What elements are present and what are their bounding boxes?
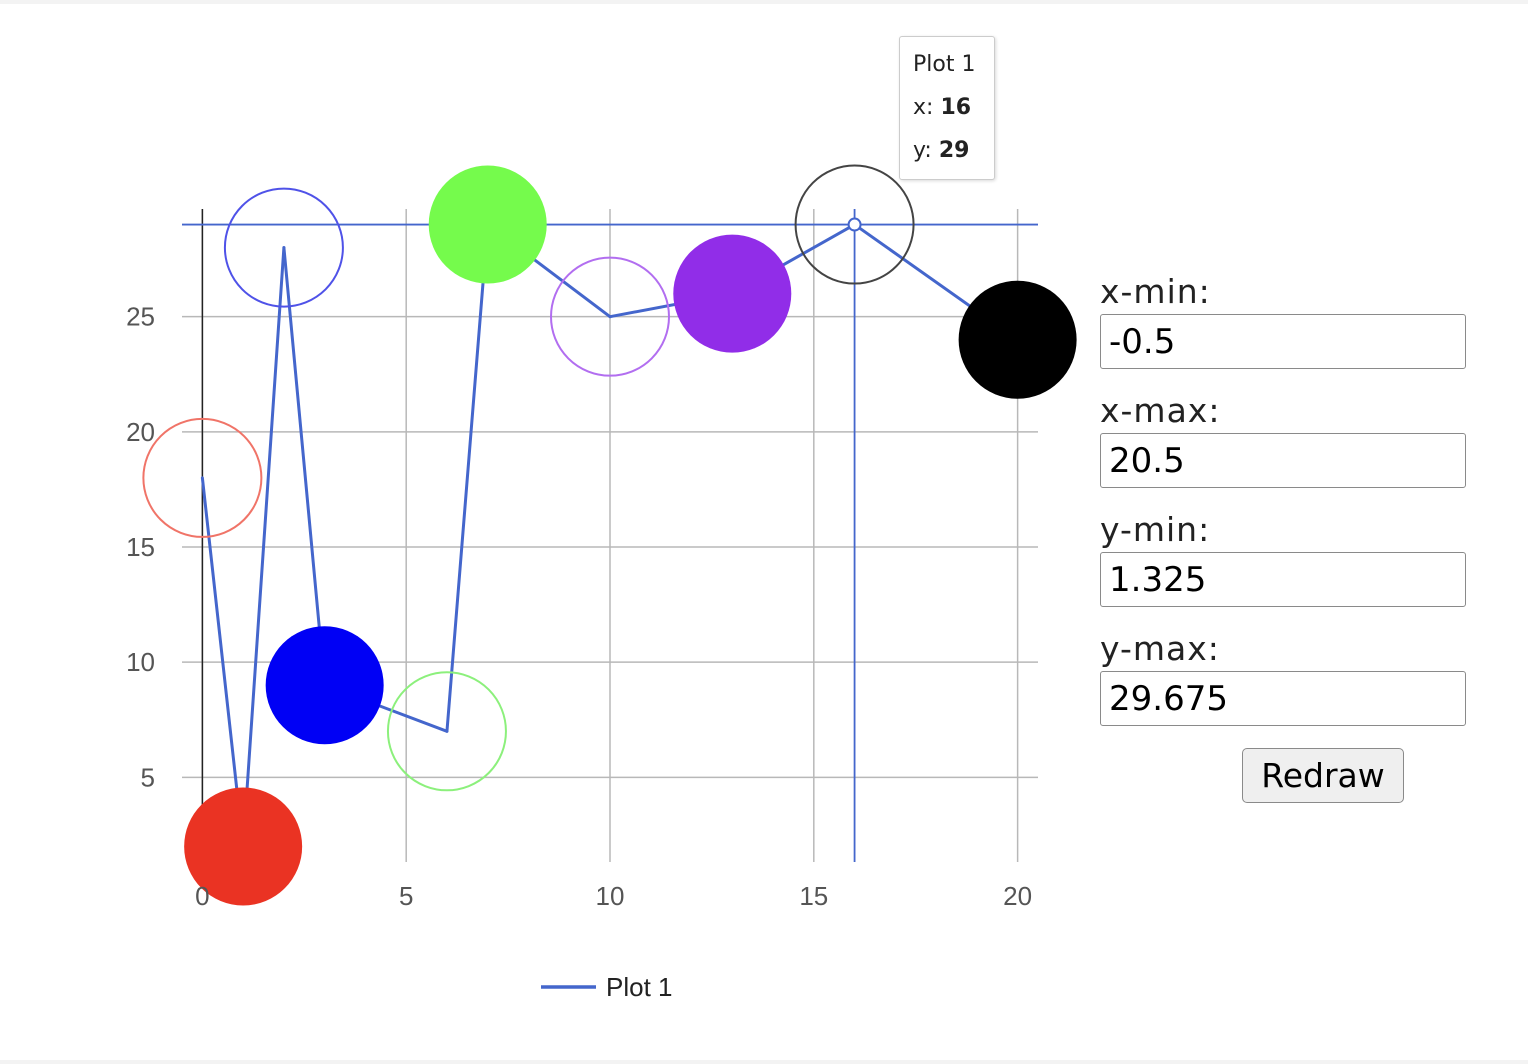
crosshair [182, 209, 1038, 862]
x-tick-label: 0 [195, 881, 209, 911]
y-tick-label: 25 [126, 302, 155, 332]
tooltip-y-label: y: [913, 138, 932, 163]
ymax-label: y-max: [1100, 629, 1220, 668]
xmin-input[interactable] [1100, 314, 1466, 369]
hollow-marker [223, 187, 344, 308]
filled-marker [184, 787, 303, 906]
ymin-label: y-min: [1100, 510, 1211, 549]
markers [142, 164, 1077, 906]
tooltip-x-label: x: [913, 95, 934, 120]
axis-range-controls: x-min: x-max: y-min: y-max: Redraw [1100, 270, 1466, 803]
xmax-label: x-max: [1100, 391, 1221, 430]
tooltip-y-value: 29 [938, 138, 970, 163]
hollow-marker [386, 671, 507, 792]
redraw-button[interactable]: Redraw [1242, 748, 1404, 803]
series-line-segment [200, 476, 245, 848]
filled-marker [958, 280, 1077, 399]
legend[interactable]: Plot 1 [541, 972, 673, 1002]
tooltip: Plot 1 x: 16 y: 29 [899, 36, 995, 180]
y-tick-label: 10 [126, 647, 155, 677]
x-tick-label: 15 [799, 881, 828, 911]
x-tick-label: 5 [399, 881, 413, 911]
tooltip-y-row: y: 29 [913, 135, 994, 178]
x-tick-label: 20 [1003, 881, 1032, 911]
chart-page: 0 5 10 15 20 5 10 15 20 25 Plot 1 Plot 1 x: 16 y:… [0, 4, 1528, 1060]
ymax-input[interactable] [1100, 671, 1466, 726]
y-tick-label: 20 [126, 417, 155, 447]
filled-marker [265, 626, 384, 745]
series-line-segment [241, 246, 286, 848]
tick-labels: 0 5 10 15 20 5 10 15 20 25 [126, 302, 1032, 911]
series-line-segment [445, 223, 490, 733]
series-line-segment [282, 246, 327, 687]
filled-marker [428, 165, 547, 284]
hollow-marker [794, 164, 915, 285]
filled-marker [673, 234, 792, 353]
hover-point [847, 217, 862, 232]
ymin-input[interactable] [1100, 552, 1466, 607]
y-tick-label: 5 [141, 762, 155, 792]
chart-canvas: 0 5 10 15 20 5 10 15 20 25 Plot 1 [126, 164, 1077, 1002]
hollow-marker [142, 417, 263, 538]
hollow-marker [550, 256, 670, 377]
tooltip-x-value: 16 [940, 95, 972, 120]
xmax-input[interactable] [1100, 433, 1466, 488]
y-tick-label: 15 [126, 532, 155, 562]
hover-point-marker [847, 217, 862, 232]
tooltip-x-row: x: 16 [913, 92, 994, 135]
legend-label: Plot 1 [606, 972, 673, 1002]
x-tick-label: 10 [596, 881, 625, 911]
xmin-label: x-min: [1100, 272, 1211, 311]
tooltip-series-name: Plot 1 [913, 52, 976, 77]
